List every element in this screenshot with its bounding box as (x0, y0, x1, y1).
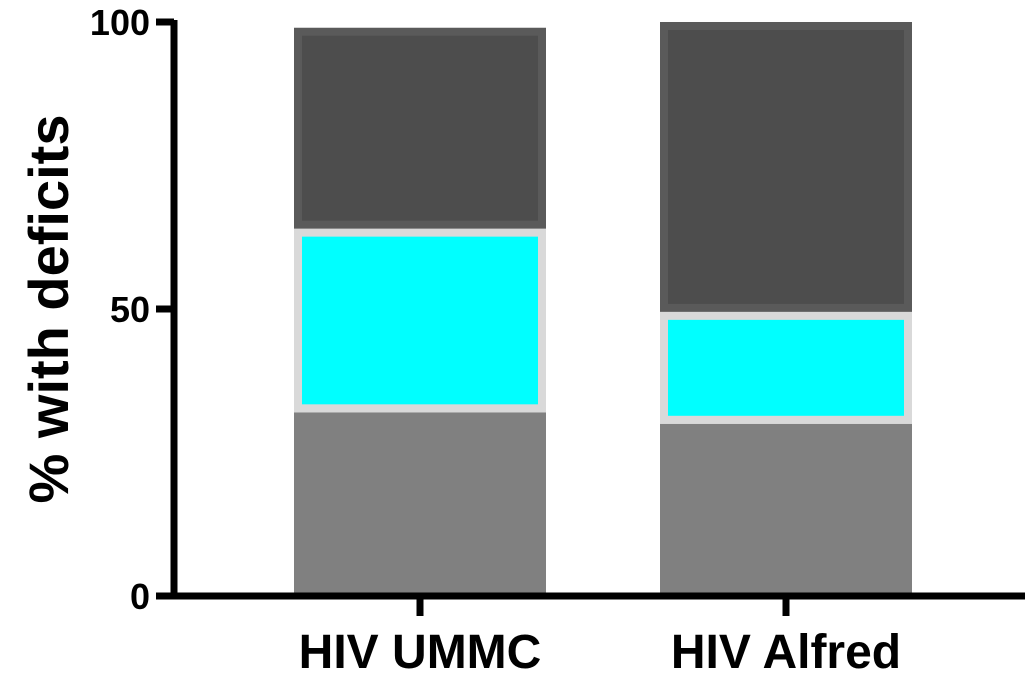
axes-group: 0 50 100 HIV UMMC HIV Alfred (90, 2, 1025, 676)
x-category-label-1: HIV Alfred (671, 626, 901, 676)
y-axis-title: % with deficits (17, 115, 80, 504)
bar-segment-1-1 (668, 319, 904, 416)
y-tick-label-1: 50 (110, 289, 150, 330)
bar-segment-0-2 (302, 35, 538, 221)
bars-group (294, 22, 912, 596)
bar-segment-1-0 (668, 431, 904, 588)
bar-segment-0-0 (302, 420, 538, 588)
bar-segment-1-2 (668, 30, 904, 304)
x-category-label-0: HIV UMMC (299, 626, 542, 676)
bar-segment-0-1 (302, 236, 538, 405)
y-tick-label-0: 0 (130, 576, 150, 617)
y-tick-label-2: 100 (90, 2, 150, 43)
